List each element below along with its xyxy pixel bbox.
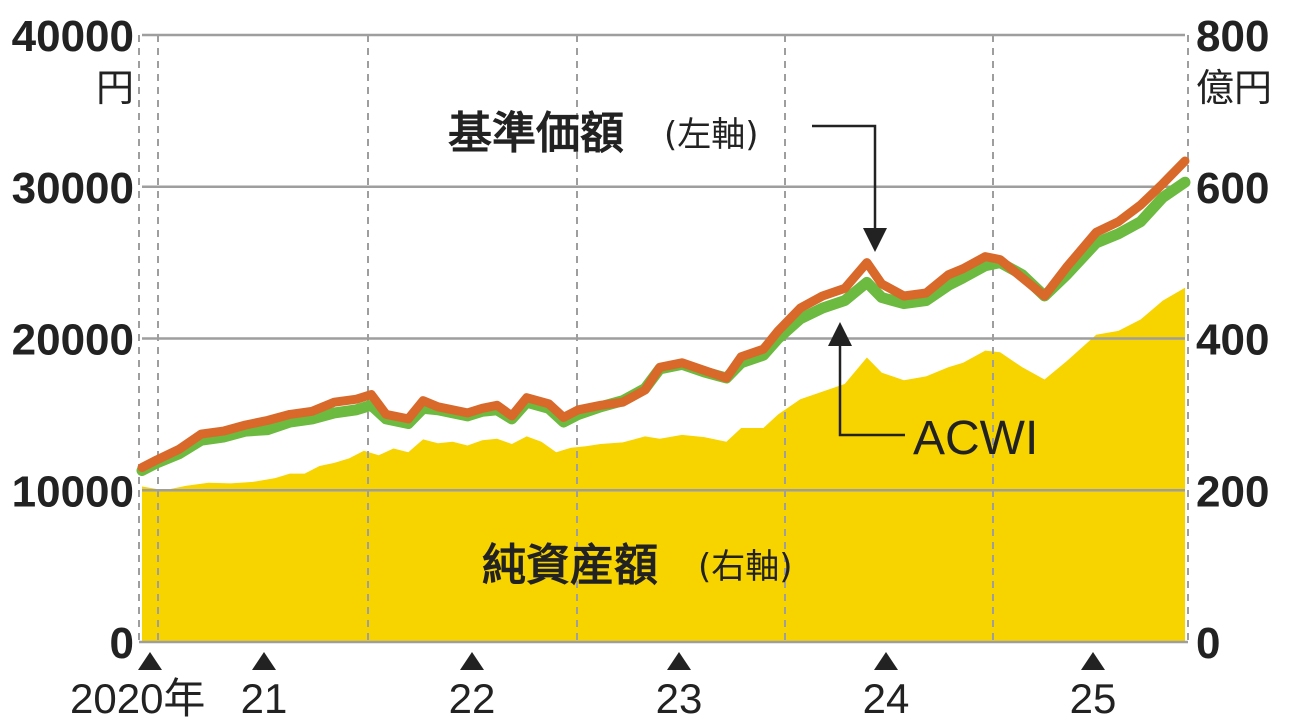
right-axis-tick-label: 0 (1196, 619, 1220, 668)
axis-layer: 0 10000 20000 30000 40000 円 0 200 400 600 800 億円 202… (12, 12, 1272, 722)
x-axis-tick-label: 24 (863, 675, 910, 722)
left-axis-tick-label: 30000 (12, 164, 134, 213)
line-layer (136, 156, 1191, 476)
base-price-annotation-leader (812, 124, 877, 232)
acwi-annotation-leader (838, 344, 905, 437)
net-assets-annotation-axis-note: (右軸) (698, 547, 793, 587)
base-price-annotation-axis-note: (左軸) (664, 115, 759, 155)
x-axis-tick-marker (460, 652, 484, 670)
base-price-line (137, 156, 1190, 472)
base-price-annotation-label: 基準価額 (448, 108, 624, 159)
annotation-layer: 基準価額 (左軸) ACWI 純資産額 (右軸) (448, 108, 1038, 591)
net-assets-area (142, 287, 1185, 642)
left-axis-tick-label: 0 (110, 619, 134, 668)
right-axis-unit: 億円 (1196, 66, 1272, 110)
right-axis-tick-label: 400 (1196, 316, 1269, 365)
left-axis-tick-label: 20000 (12, 316, 134, 365)
acwi-annotation-label: ACWI (913, 412, 1038, 465)
x-axis-tick-label: 22 (449, 675, 496, 722)
net-assets-area-layer (142, 287, 1185, 642)
x-axis-tick-marker (252, 652, 276, 670)
x-axis-tick-label: 2020年 (70, 675, 205, 722)
right-axis-tick-label: 800 (1196, 12, 1269, 61)
left-axis-tick-label: 40000 (12, 12, 134, 61)
net-assets-annotation-label: 純資産額 (482, 540, 658, 591)
left-axis-unit: 円 (96, 66, 134, 110)
x-axis-tick-marker (667, 652, 691, 670)
x-axis-tick-marker (138, 652, 162, 670)
acwi-annotation-arrowhead (828, 322, 852, 346)
left-axis-tick-label: 10000 (12, 467, 134, 516)
x-axis-tick-label: 25 (1070, 675, 1117, 722)
x-axis-tick-label: 23 (656, 675, 703, 722)
x-axis-tick-label: 21 (241, 675, 288, 722)
x-axis-tick-marker (874, 652, 898, 670)
x-axis-tick-marker (1081, 652, 1105, 670)
right-axis-tick-label: 600 (1196, 164, 1269, 213)
base-price-annotation-arrowhead (863, 228, 887, 252)
right-axis-tick-label: 200 (1196, 467, 1269, 516)
